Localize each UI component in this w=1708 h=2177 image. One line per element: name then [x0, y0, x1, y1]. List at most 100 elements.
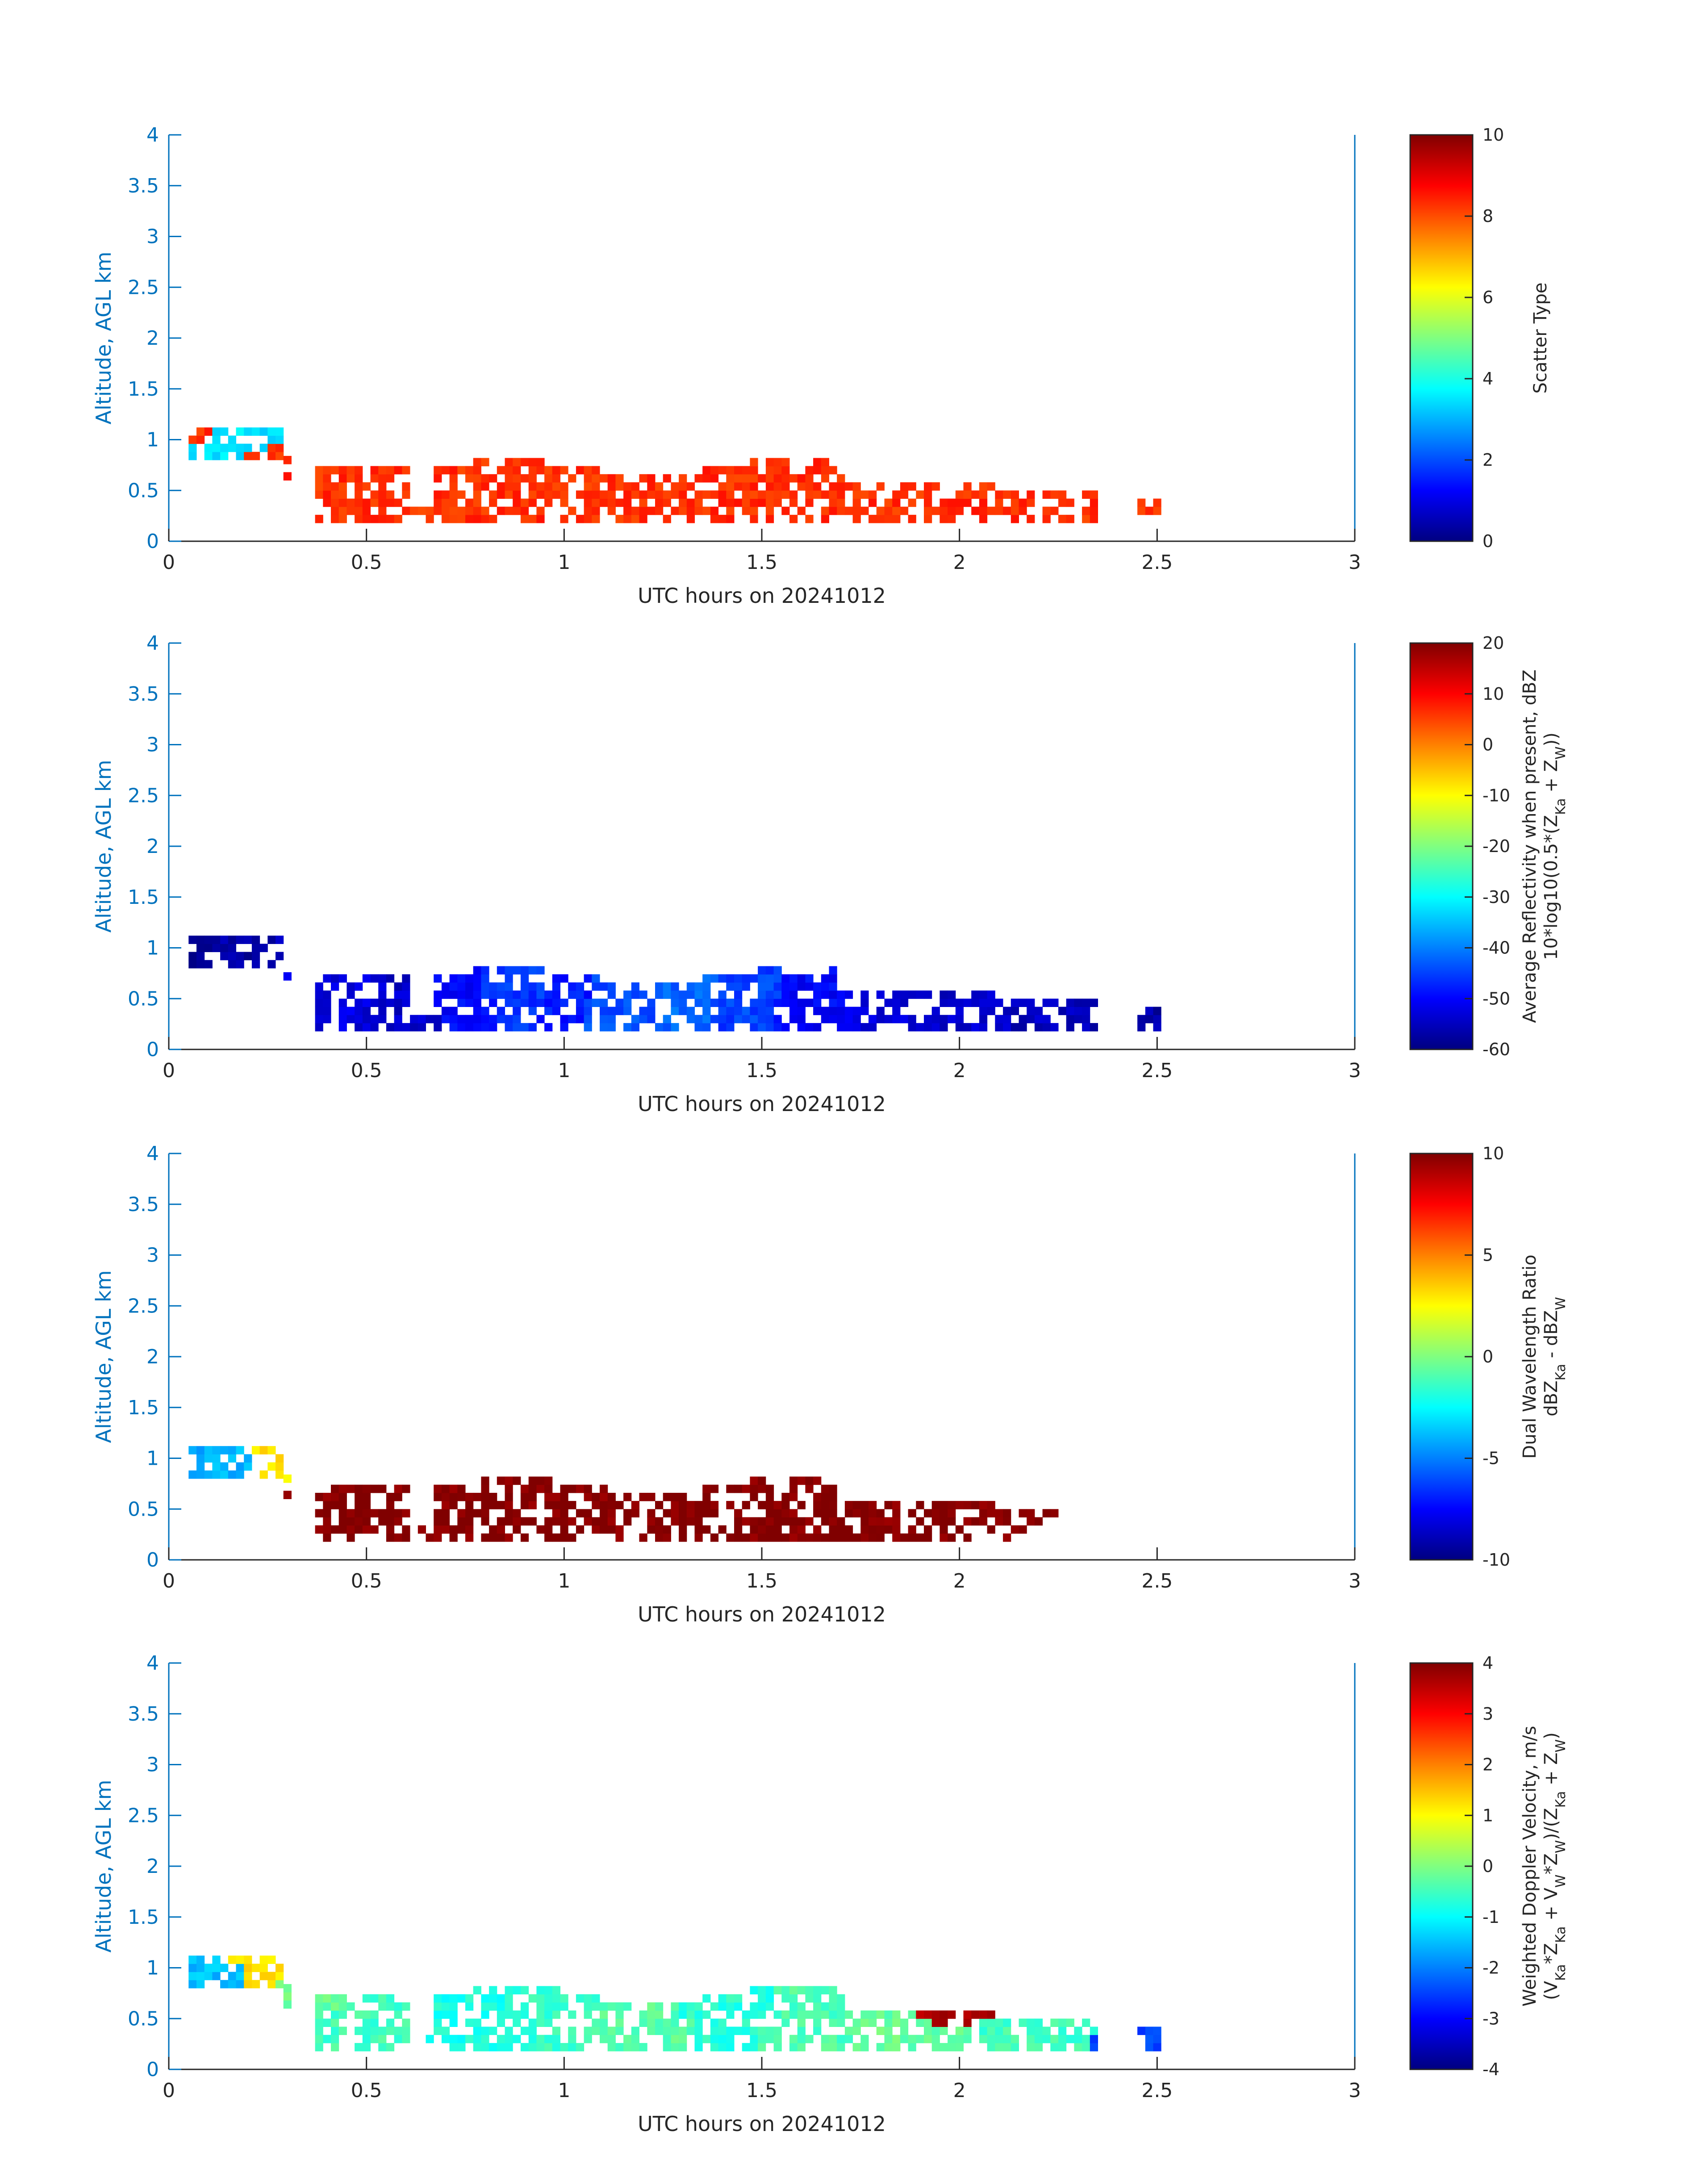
heatmap-cell — [520, 506, 529, 515]
heatmap-cell — [528, 490, 537, 499]
heatmap-cell — [852, 1509, 861, 1517]
heatmap-cell — [228, 952, 236, 961]
heatmap-cell — [465, 2035, 474, 2043]
y-tick-label: 0.5 — [128, 987, 159, 1010]
heatmap-cell — [544, 2002, 553, 2011]
heatmap-cell — [615, 2043, 624, 2052]
heatmap-cell — [1074, 2043, 1082, 2052]
heatmap-cell — [742, 482, 750, 491]
heatmap-cell — [995, 2018, 1003, 2027]
heatmap-cell — [331, 2002, 339, 2011]
heatmap-cell — [600, 474, 608, 483]
heatmap-cell — [995, 2035, 1003, 2043]
heatmap-cell — [220, 952, 229, 961]
heatmap-cell — [386, 490, 395, 499]
heatmap-cell — [473, 1509, 481, 1517]
heatmap-cell — [813, 2018, 822, 2027]
heatmap-cell — [924, 1525, 932, 1534]
heatmap-cell — [948, 1501, 956, 1509]
heatmap-cell — [813, 1533, 822, 1542]
heatmap-cell — [1042, 514, 1051, 523]
heatmap-cell — [267, 960, 276, 969]
heatmap-cell — [378, 506, 387, 515]
colorbar-tick-label: 8 — [1482, 206, 1493, 226]
heatmap-cell — [931, 482, 940, 491]
heatmap-cell — [497, 1994, 505, 2003]
heatmap-cell — [869, 1509, 877, 1517]
heatmap-cell — [331, 506, 339, 515]
heatmap-cell — [378, 974, 387, 983]
heatmap-cell — [995, 506, 1003, 515]
heatmap-cell — [758, 474, 766, 483]
heatmap-cell — [852, 514, 861, 523]
heatmap-cell — [647, 1525, 656, 1534]
heatmap-cell — [860, 1501, 869, 1509]
heatmap-cell — [505, 1533, 513, 1542]
heatmap-cell — [805, 514, 814, 523]
heatmap-cell — [955, 1015, 964, 1024]
heatmap-cell — [552, 490, 560, 499]
heatmap-cell — [884, 999, 893, 1007]
heatmap-cell — [948, 1509, 956, 1517]
heatmap-cell — [671, 1501, 679, 1509]
y-tick-label: 4 — [146, 1142, 159, 1165]
heatmap-cell — [679, 1533, 687, 1542]
heatmap-cell — [584, 974, 592, 983]
heatmap-cell — [338, 514, 347, 523]
heatmap-cell — [971, 506, 980, 515]
heatmap-cell — [955, 999, 964, 1007]
heatmap-cell — [441, 514, 450, 523]
heatmap-cell — [789, 490, 798, 499]
heatmap-cell — [552, 2035, 560, 2043]
heatmap-cell — [916, 2010, 924, 2019]
heatmap-cell — [797, 1501, 806, 1509]
heatmap-cell — [576, 999, 585, 1007]
heatmap-cell — [347, 1525, 355, 1534]
heatmap-cell — [244, 1956, 252, 1964]
heatmap-cell — [441, 1509, 450, 1517]
heatmap-cell — [829, 2035, 837, 2043]
heatmap-cell — [805, 1986, 814, 1995]
heatmap-cell — [1082, 999, 1090, 1007]
heatmap-cell — [631, 2027, 639, 2035]
heatmap-cell — [402, 1525, 410, 1534]
heatmap-cell — [829, 966, 837, 975]
heatmap-cell — [813, 2027, 822, 2035]
heatmap-cell — [1003, 1023, 1011, 1032]
heatmap-cell — [821, 974, 829, 983]
heatmap-cell — [647, 1007, 656, 1015]
heatmap-cell — [726, 1023, 735, 1032]
heatmap-cell — [465, 999, 474, 1007]
heatmap-cell — [394, 1023, 402, 1032]
heatmap-cell — [1011, 999, 1019, 1007]
heatmap-cell — [1090, 490, 1098, 499]
heatmap-cell — [505, 1484, 513, 1493]
heatmap-cell — [742, 1015, 750, 1024]
heatmap-cell — [528, 1007, 537, 1015]
heatmap-cell — [837, 1517, 845, 1526]
heatmap-cell — [663, 2043, 671, 2052]
heatmap-cell — [323, 1509, 331, 1517]
heatmap-cell — [315, 490, 323, 499]
heatmap-cell — [536, 2010, 545, 2019]
heatmap-cell — [315, 990, 323, 999]
heatmap-cell — [639, 990, 647, 999]
heatmap-cell — [1090, 999, 1098, 1007]
heatmap-cell — [338, 1509, 347, 1517]
heatmap-cell — [251, 944, 260, 953]
heatmap-cell — [742, 466, 750, 475]
heatmap-cell — [276, 451, 284, 460]
heatmap-cell — [528, 2018, 537, 2027]
heatmap-cell — [750, 999, 758, 1007]
heatmap-cell — [860, 1023, 869, 1032]
heatmap-cell — [513, 2010, 521, 2019]
heatmap-cell — [386, 999, 395, 1007]
heatmap-cell — [236, 1980, 244, 1989]
heatmap-cell — [979, 999, 988, 1007]
heatmap-cell — [671, 490, 679, 499]
heatmap-cell — [876, 506, 885, 515]
heatmap-cell — [347, 506, 355, 515]
heatmap-cell — [1153, 1015, 1161, 1024]
heatmap-cell — [623, 498, 632, 507]
heatmap-cell — [338, 2002, 347, 2011]
